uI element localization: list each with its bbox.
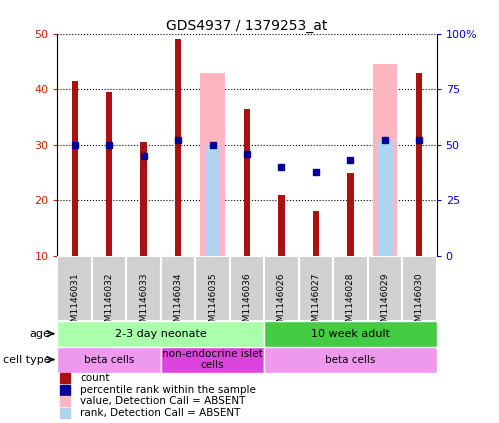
- Text: GSM1146031: GSM1146031: [70, 272, 79, 333]
- Bar: [141, 142, 147, 256]
- Text: value, Detection Call = ABSENT: value, Detection Call = ABSENT: [80, 396, 246, 407]
- Bar: [161, 256, 195, 321]
- Bar: [299, 256, 333, 321]
- Text: count: count: [80, 373, 110, 383]
- Text: GSM1146027: GSM1146027: [311, 272, 320, 332]
- Bar: [57, 321, 264, 346]
- Text: non-endocrine islet
cells: non-endocrine islet cells: [162, 349, 263, 371]
- Text: age: age: [29, 329, 50, 339]
- Bar: [264, 321, 437, 346]
- Bar: [264, 256, 299, 321]
- Bar: [106, 92, 112, 256]
- Text: GSM1146036: GSM1146036: [243, 272, 251, 333]
- Text: beta cells: beta cells: [84, 354, 134, 365]
- Bar: [333, 256, 368, 321]
- Text: GSM1146033: GSM1146033: [139, 272, 148, 333]
- Bar: [175, 39, 181, 256]
- Bar: [373, 64, 397, 256]
- Bar: [195, 256, 230, 321]
- Bar: [278, 195, 284, 256]
- Text: percentile rank within the sample: percentile rank within the sample: [80, 385, 256, 395]
- Text: cell type: cell type: [3, 354, 50, 365]
- Text: GSM1146028: GSM1146028: [346, 272, 355, 332]
- Bar: [201, 73, 225, 256]
- Bar: [264, 346, 437, 373]
- Bar: [205, 145, 220, 256]
- Bar: [230, 256, 264, 321]
- Text: 10 week adult: 10 week adult: [311, 329, 390, 339]
- Text: GSM1146032: GSM1146032: [105, 272, 114, 332]
- Text: rank, Detection Call = ABSENT: rank, Detection Call = ABSENT: [80, 408, 241, 418]
- Text: GSM1146029: GSM1146029: [380, 272, 389, 332]
- Bar: [244, 109, 250, 256]
- Bar: [92, 256, 126, 321]
- Text: GSM1146034: GSM1146034: [174, 272, 183, 332]
- Bar: [347, 173, 353, 256]
- Bar: [313, 212, 319, 256]
- Bar: [57, 256, 92, 321]
- Text: GSM1146035: GSM1146035: [208, 272, 217, 333]
- Bar: [126, 256, 161, 321]
- Bar: [368, 256, 402, 321]
- Bar: [377, 140, 393, 256]
- Text: 2-3 day neonate: 2-3 day neonate: [115, 329, 207, 339]
- Bar: [161, 346, 264, 373]
- Bar: [71, 81, 78, 256]
- Text: GSM1146026: GSM1146026: [277, 272, 286, 332]
- Bar: [57, 346, 161, 373]
- Text: beta cells: beta cells: [325, 354, 376, 365]
- Bar: [402, 256, 437, 321]
- Text: GSM1146030: GSM1146030: [415, 272, 424, 333]
- Title: GDS4937 / 1379253_at: GDS4937 / 1379253_at: [166, 19, 328, 33]
- Bar: [416, 73, 423, 256]
